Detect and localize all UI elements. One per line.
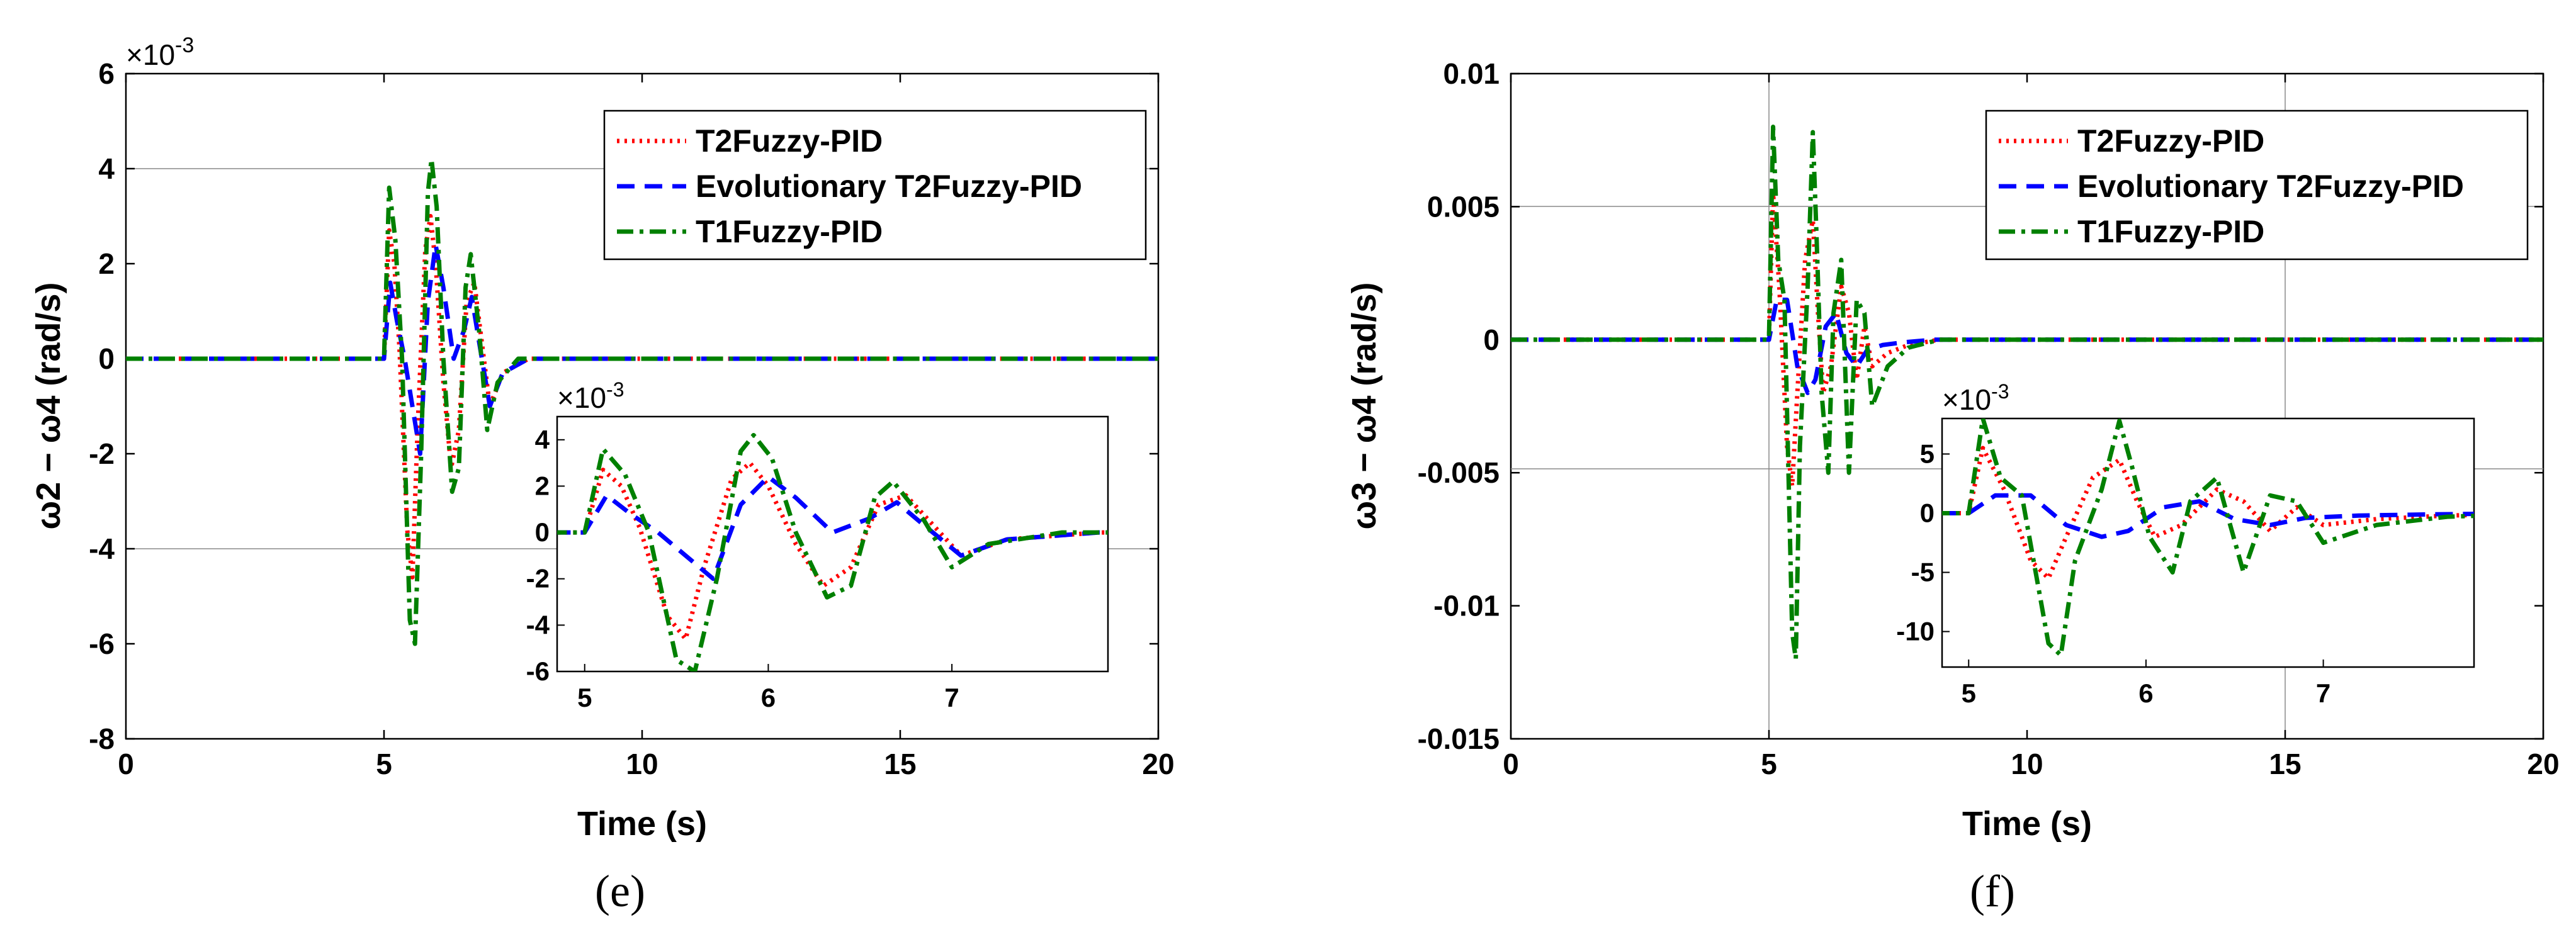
y-tick-label: -0.01 <box>1433 590 1500 622</box>
y-tick-label: -8 <box>89 722 115 755</box>
inset-series-line-dotted <box>1942 446 2474 581</box>
series-group <box>126 157 1158 646</box>
inset-y-multiplier: ×10-3 <box>1942 380 2009 416</box>
y-tick-label: 0.01 <box>1443 57 1500 90</box>
x-tick-label: 20 <box>1142 748 1174 780</box>
y-tick-label: 4 <box>98 152 115 185</box>
inset-x-tick-label: 7 <box>944 683 959 712</box>
inset-y-tick-label: 0 <box>1920 498 1935 527</box>
legend-label: T2Fuzzy-PID <box>2077 123 2264 159</box>
x-tick-label: 5 <box>376 748 392 780</box>
inset-x-tick-label: 5 <box>577 683 592 712</box>
x-tick-label: 0 <box>1503 748 1519 780</box>
y-tick-label: -6 <box>89 627 115 660</box>
y-tick-label: 0 <box>1483 323 1500 356</box>
y-axis-label: ω3 − ω4 (rad/s) <box>1345 283 1383 530</box>
legend: T2Fuzzy-PID Evolutionary T2Fuzzy-PID T1Fuz… <box>1985 109 2529 261</box>
series-line-dashdot <box>126 157 1158 646</box>
inset-y-tick-label: 5 <box>1920 439 1935 468</box>
inset-x-tick-label: 6 <box>2138 678 2153 708</box>
x-tick-label: 20 <box>2527 748 2559 780</box>
legend-label: Evolutionary T2Fuzzy-PID <box>2077 169 2464 204</box>
x-tick-label: 15 <box>2269 748 2301 780</box>
inset-frame <box>1941 417 2475 668</box>
inset-y-tick-label: 4 <box>535 425 550 454</box>
inset-y-tick-label: -10 <box>1896 617 1935 646</box>
x-axis-label: Time (s) <box>577 805 707 843</box>
inset-series-line-dashdot <box>557 432 1108 671</box>
y-multiplier: ×10-3 <box>126 33 194 71</box>
y-tick-label: 0.005 <box>1427 190 1500 223</box>
y-tick-label: 0 <box>98 342 115 375</box>
y-tick-label: -0.005 <box>1418 456 1500 489</box>
y-axis-label: ω2 − ω4 (rad/s) <box>30 283 67 530</box>
y-tick-label: -2 <box>89 437 115 470</box>
x-tick-label: 10 <box>2011 748 2043 780</box>
inset-y-multiplier: ×10-3 <box>557 378 624 414</box>
inset-y-tick-label: -5 <box>1911 558 1935 587</box>
legend-label: T1Fuzzy-PID <box>2077 214 2264 249</box>
inset-x-tick-label: 5 <box>1962 678 1976 708</box>
legend-box-frame <box>1985 109 2529 261</box>
inset-y-tick-label: -4 <box>526 610 550 639</box>
inset-y-tick-label: -6 <box>526 656 550 686</box>
series-line-dashdot <box>1511 125 2543 661</box>
y-tick-label: -0.015 <box>1418 722 1500 755</box>
inset-x-tick-label: 7 <box>2316 678 2330 708</box>
inset-series-line-dashed <box>1942 493 2474 539</box>
y-tick-label: 6 <box>98 57 115 90</box>
series-line-dotted <box>126 214 1158 580</box>
x-tick-label: 15 <box>884 748 916 780</box>
inset-plot: -6 -4 -2 0 2 4 5 6 7 ×10-3 <box>526 378 1109 712</box>
series-group <box>1511 125 2543 661</box>
caption: (e) <box>595 866 645 916</box>
legend-label: T2Fuzzy-PID <box>696 123 883 159</box>
inset-series-line-dashdot <box>1942 418 2474 658</box>
y-tick-label: 2 <box>98 247 115 280</box>
legend: T2Fuzzy-PID Evolutionary T2Fuzzy-PID T1Fuz… <box>603 109 1147 261</box>
inset-series-line-dashed <box>557 474 1108 581</box>
inset-frame <box>556 415 1109 673</box>
inset-y-tick-label: 2 <box>535 471 550 500</box>
legend-box-frame <box>603 109 1147 261</box>
caption: (f) <box>1970 866 2015 916</box>
legend-label: Evolutionary T2Fuzzy-PID <box>696 169 1082 204</box>
y-tick-label: -4 <box>89 532 115 565</box>
x-tick-label: 0 <box>118 748 134 780</box>
series-line-dashed <box>1511 297 2543 395</box>
inset-y-tick-label: -2 <box>526 564 550 593</box>
x-tick-label: 5 <box>1761 748 1777 780</box>
chart-panel-e: 0 5 10 15 20 -8 -6 -4 -2 0 2 4 6 -6 -4 -2 0 2 4 5 6 7 ×10-3 T… <box>30 33 1175 916</box>
legend-label: T1Fuzzy-PID <box>696 214 883 249</box>
x-axis-label: Time (s) <box>1962 805 2092 843</box>
inset-plot: -10 -5 0 5 5 6 7 ×10-3 <box>1896 380 2475 708</box>
axis-ticks: 0 5 10 15 20 -0.015 -0.01 -0.005 0 0.005 0.01 <box>1418 57 2560 780</box>
inset-y-tick-label: 0 <box>535 517 550 547</box>
x-tick-label: 10 <box>626 748 658 780</box>
inset-x-tick-label: 6 <box>761 683 776 712</box>
